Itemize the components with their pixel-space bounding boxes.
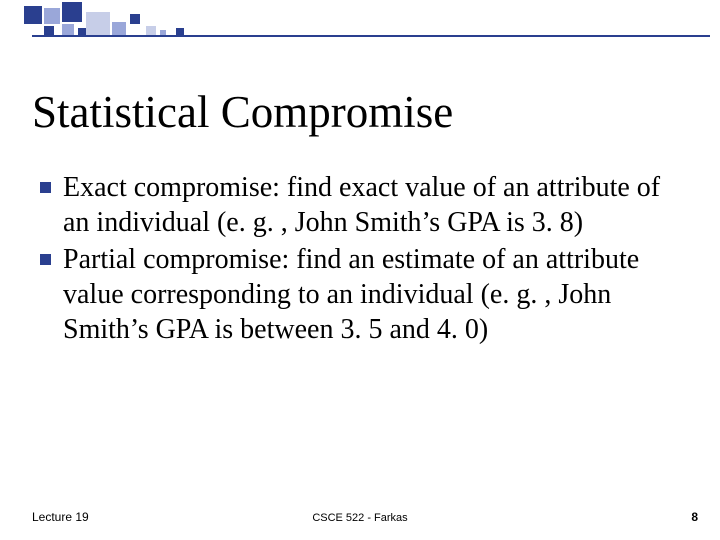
- decor-square: [44, 8, 60, 24]
- decor-square: [112, 22, 126, 36]
- bullet-square-icon: [40, 182, 51, 193]
- bullet-item: Exact compromise: find exact value of an…: [40, 170, 680, 240]
- decor-square: [62, 2, 82, 22]
- decor-square: [86, 12, 110, 36]
- slide-title: Statistical Compromise: [32, 86, 453, 138]
- footer-course-label: CSCE 522 - Farkas: [0, 512, 720, 524]
- bullet-square-icon: [40, 254, 51, 265]
- top-divider-line: [32, 35, 710, 37]
- footer-page-number: 8: [691, 510, 698, 524]
- bullet-text: Exact compromise: find exact value of an…: [63, 170, 680, 240]
- decorative-top-bar: [0, 0, 720, 36]
- decor-square: [130, 14, 140, 24]
- content-area: Exact compromise: find exact value of an…: [40, 170, 680, 349]
- bullet-text: Partial compromise: find an estimate of …: [63, 242, 680, 347]
- footer: Lecture 19 CSCE 522 - Farkas 8: [0, 504, 720, 524]
- decor-square: [24, 6, 42, 24]
- bullet-item: Partial compromise: find an estimate of …: [40, 242, 680, 347]
